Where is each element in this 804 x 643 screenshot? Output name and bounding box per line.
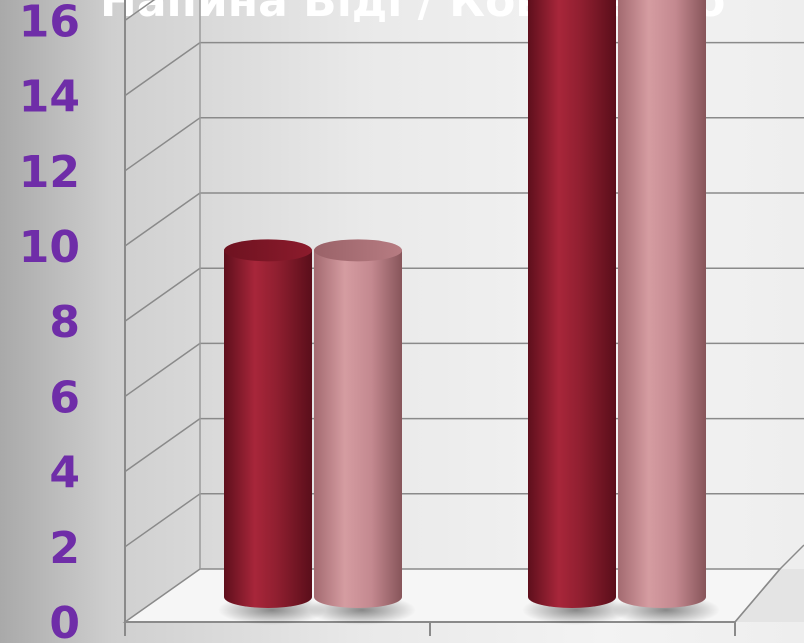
gridline-diagonal (124, 417, 201, 473)
bar-body (528, 0, 616, 608)
bar-1-1 (218, 239, 326, 625)
y-tick-label: 0 (49, 598, 80, 643)
y-tick-label: 10 (19, 222, 80, 273)
gridline-diagonal (124, 342, 201, 398)
bars (218, 0, 720, 625)
axes (124, 0, 804, 636)
y-tick-label: 14 (19, 72, 80, 123)
x-axis-depth-line (779, 544, 804, 570)
bar-2-2 (612, 0, 720, 625)
gridline-diagonal (124, 493, 201, 548)
y-tick-label: 12 (19, 147, 80, 198)
bar-body (314, 250, 402, 608)
bar-body (618, 0, 706, 608)
bar-top (314, 239, 402, 262)
y-tick-label: 4 (49, 448, 80, 499)
gridline-diagonal (124, 192, 201, 247)
bar-top (224, 239, 312, 262)
gridline-diagonal (124, 0, 156, 22)
bar-1-2 (522, 0, 630, 625)
gridline-diagonal (124, 41, 201, 97)
y-tick-label: 2 (49, 523, 80, 574)
bar-body (224, 250, 312, 608)
y-tick-label: 6 (49, 372, 80, 423)
bar-2-1 (308, 239, 416, 625)
y-tick-label: 16 (19, 0, 80, 47)
x-axis-depth-line (734, 568, 781, 623)
y-tick-labels: 0 2 4 6 8 10 12 14 16 (19, 0, 80, 643)
gridline-diagonal (124, 117, 201, 172)
gridline-diagonal (124, 267, 201, 322)
y-tick-label: 8 (49, 297, 80, 348)
